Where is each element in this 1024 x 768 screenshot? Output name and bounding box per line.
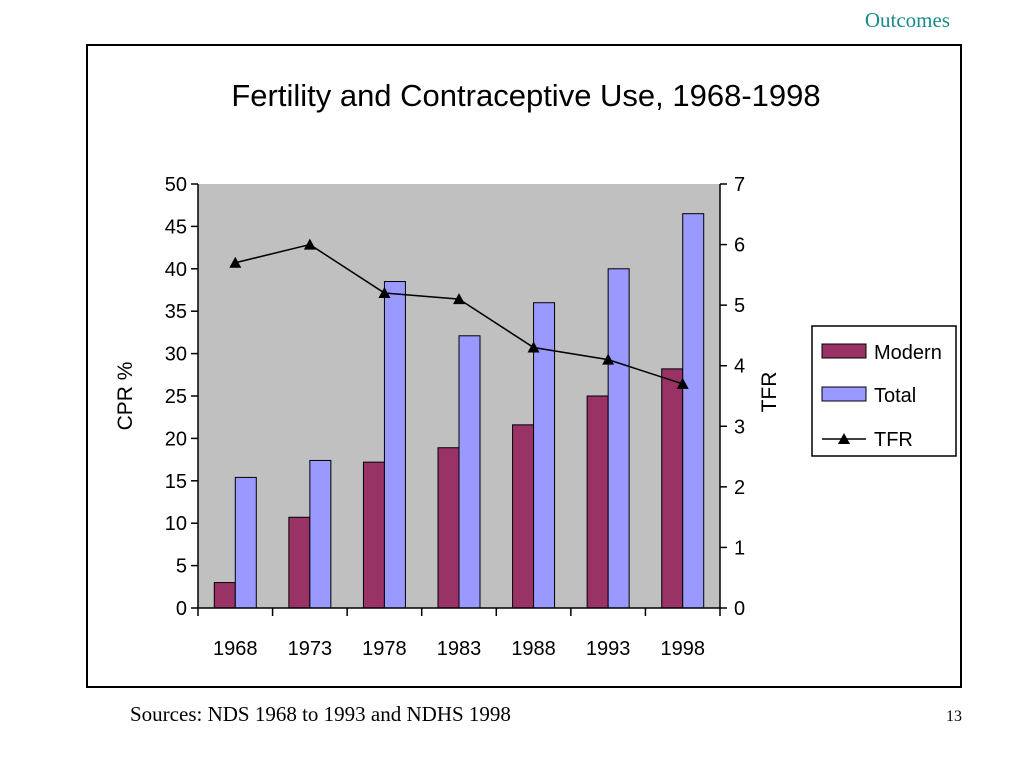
tfr-line-layer	[229, 238, 689, 389]
bar-modern-1983	[437, 447, 460, 609]
x-tick-label: 1988	[511, 638, 555, 660]
chart-svg: Fertility and Contraceptive Use, 1968-19…	[114, 78, 957, 660]
y-tick-label: 50	[165, 174, 187, 196]
tfr-point-1978	[378, 287, 391, 299]
x-tick-label: 1973	[288, 638, 333, 660]
y-tick-label: 30	[165, 344, 187, 366]
bar-modern-1993	[586, 395, 609, 609]
x-tick-label: 1968	[213, 638, 257, 660]
y2-tick-label: 1	[734, 537, 745, 559]
y-tick-label: 25	[165, 386, 187, 408]
tfr-point-1973	[303, 238, 316, 250]
y2-tick-label: 6	[734, 235, 745, 257]
tfr-point-1998	[676, 377, 689, 389]
bar-modern-1988	[512, 424, 535, 609]
y-tick-label: 5	[176, 556, 187, 578]
y-tick-label: 0	[176, 598, 187, 620]
y2-tick-label: 4	[734, 356, 745, 378]
x-tick-label: 1983	[437, 638, 482, 660]
bar-total-1983	[458, 335, 481, 609]
bar-modern-1968	[213, 582, 236, 609]
y2-tick-label: 0	[734, 598, 745, 620]
y-tick-label: 40	[165, 259, 187, 281]
bar-total-1993	[607, 268, 630, 609]
legend-swatch-total	[821, 386, 867, 402]
y-tick-label: 15	[165, 471, 187, 493]
section-label: Outcomes	[864, 8, 950, 32]
page-number: 13	[946, 708, 962, 725]
y2-tick-label: 7	[734, 174, 745, 196]
tfr-point-1983	[453, 293, 465, 305]
bar-total-1968	[234, 476, 257, 609]
legend-label-tfr: TFR	[874, 429, 913, 451]
bar-total-1998	[682, 213, 705, 609]
y2-axis-title: TFR	[758, 372, 781, 413]
y-axis-title: CPR %	[114, 362, 137, 431]
tfr-point-1993	[602, 353, 615, 365]
legend-swatch-modern	[821, 343, 867, 359]
legend-marker-tfr	[838, 433, 850, 444]
y-tick-label: 10	[165, 513, 187, 535]
y2-tick-label: 3	[734, 416, 745, 438]
legend-label-modern: Modern	[874, 342, 942, 364]
chart-title: Fertility and Contraceptive Use, 1968-19…	[231, 78, 820, 113]
tfr-point-1968	[229, 256, 242, 268]
y-tick-label: 45	[165, 216, 187, 238]
bar-total-1978	[383, 281, 406, 609]
y2-tick-label: 5	[734, 295, 745, 317]
x-tick-label: 1978	[362, 638, 407, 660]
y-tick-label: 20	[165, 428, 187, 450]
y-tick-label: 35	[165, 301, 187, 323]
legend-label-total: Total	[874, 385, 916, 407]
chart-frame: Fertility and Contraceptive Use, 1968-19…	[86, 44, 962, 688]
bar-total-1973	[309, 459, 332, 609]
legend: Modern Total TFR	[811, 325, 957, 457]
x-tick-label: 1993	[586, 638, 631, 660]
y2-tick-label: 2	[734, 477, 745, 499]
bar-modern-1998	[661, 368, 684, 609]
bar-modern-1973	[288, 516, 311, 609]
x-tick-label: 1998	[660, 638, 705, 660]
bar-modern-1978	[362, 461, 385, 609]
sources-note: Sources: NDS 1968 to 1993 and NDHS 1998	[130, 702, 511, 726]
tfr-point-1988	[527, 341, 540, 353]
